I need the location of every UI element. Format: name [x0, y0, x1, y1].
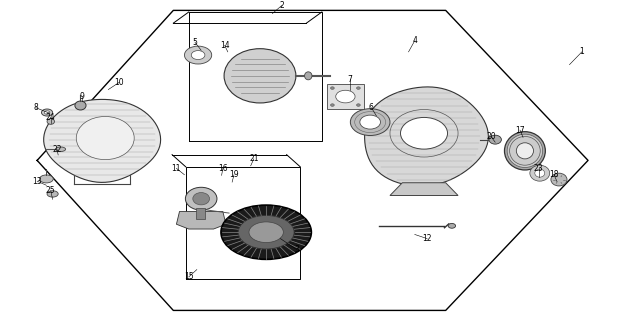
Ellipse shape [335, 90, 355, 103]
Ellipse shape [504, 132, 545, 170]
Ellipse shape [551, 173, 567, 186]
Text: 7: 7 [347, 75, 352, 84]
Ellipse shape [400, 117, 448, 149]
Text: 24: 24 [46, 113, 56, 122]
Text: 25: 25 [46, 186, 56, 195]
Text: 13: 13 [32, 177, 42, 186]
Ellipse shape [191, 51, 205, 60]
Text: 21: 21 [249, 154, 259, 163]
Ellipse shape [238, 215, 294, 249]
Polygon shape [176, 212, 226, 229]
Text: 16: 16 [218, 164, 228, 173]
Ellipse shape [357, 87, 360, 89]
Ellipse shape [249, 222, 284, 243]
Text: 9: 9 [79, 92, 84, 101]
Polygon shape [365, 87, 488, 186]
Ellipse shape [75, 101, 86, 110]
Ellipse shape [76, 116, 134, 160]
Text: 6: 6 [369, 103, 374, 112]
Ellipse shape [360, 115, 381, 129]
Ellipse shape [448, 223, 456, 228]
Text: 20: 20 [486, 132, 496, 141]
Text: 14: 14 [220, 41, 230, 50]
Text: 8: 8 [33, 103, 38, 112]
Polygon shape [327, 84, 364, 109]
Text: 18: 18 [549, 170, 559, 179]
Ellipse shape [509, 136, 540, 165]
Ellipse shape [331, 104, 334, 106]
Ellipse shape [305, 72, 312, 80]
Ellipse shape [357, 104, 360, 106]
Text: 2: 2 [279, 1, 284, 10]
Ellipse shape [507, 134, 543, 167]
Bar [196, 208, 205, 220]
Ellipse shape [41, 109, 53, 116]
Text: 11: 11 [171, 164, 181, 173]
Ellipse shape [184, 46, 212, 64]
Text: 1: 1 [579, 47, 584, 56]
Ellipse shape [45, 111, 50, 114]
Ellipse shape [47, 119, 54, 124]
Text: 10: 10 [115, 78, 124, 87]
Text: 12: 12 [422, 234, 432, 243]
Polygon shape [44, 100, 161, 182]
Ellipse shape [350, 109, 390, 135]
Text: 4: 4 [412, 36, 417, 45]
Ellipse shape [224, 49, 296, 103]
Ellipse shape [489, 135, 501, 144]
Polygon shape [390, 183, 458, 196]
Ellipse shape [516, 143, 534, 159]
Text: 17: 17 [515, 125, 525, 135]
Ellipse shape [530, 165, 550, 181]
Text: 5: 5 [193, 38, 197, 47]
Text: 22: 22 [52, 145, 62, 154]
Ellipse shape [56, 147, 66, 151]
Ellipse shape [40, 175, 53, 183]
Text: 15: 15 [184, 272, 194, 281]
Ellipse shape [221, 205, 311, 259]
Ellipse shape [331, 87, 334, 89]
Text: 23: 23 [534, 164, 543, 173]
Ellipse shape [193, 193, 209, 205]
Ellipse shape [47, 191, 58, 197]
Text: 19: 19 [229, 170, 239, 179]
Ellipse shape [535, 169, 545, 177]
Ellipse shape [186, 187, 217, 210]
Text: 3: 3 [295, 245, 300, 254]
